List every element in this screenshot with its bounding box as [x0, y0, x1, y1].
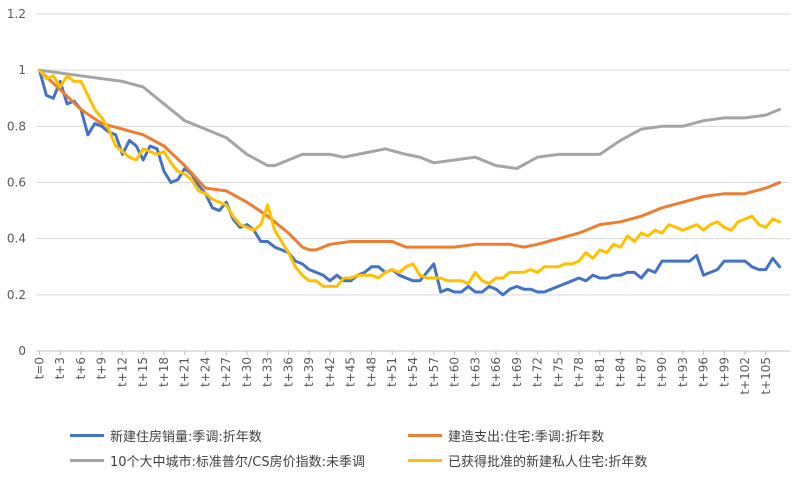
legend-item-series-3: 10个大中城市:标准普尔/CS房价指数:未季调: [70, 451, 365, 470]
x-tick-label: t+15: [136, 357, 150, 387]
legend-swatch-series-1: [70, 434, 104, 437]
y-axis-ticks: 0 0.2 0.4 0.6 0.8 1 1.2: [7, 7, 26, 358]
x-tick-label: t+33: [261, 357, 275, 387]
legend-item-series-1: 新建住房销量:季调:折年数: [70, 426, 262, 445]
legend-label-series-4: 已获得批准的新建私人住宅:折年数: [448, 455, 648, 470]
series-lines: [38, 68, 782, 297]
y-tick-label: 1.2: [7, 7, 26, 21]
legend: 新建住房销量:季调:折年数 建造支出:住宅:季调:折年数 10个大中城市:标准普…: [0, 420, 810, 480]
legend-label-series-2: 建造支出:住宅:季调:折年数: [448, 430, 605, 445]
x-tick-label: t+12: [115, 357, 129, 387]
legend-item-series-4: 已获得批准的新建私人住宅:折年数: [408, 451, 647, 470]
series-line-2: [38, 68, 782, 252]
x-tick-label: t+24: [198, 357, 212, 387]
y-tick-label: 0.8: [7, 119, 26, 133]
x-tick-label: t+21: [178, 357, 192, 387]
legend-swatch-series-3: [70, 459, 104, 462]
y-tick-label: 1: [18, 63, 26, 77]
x-tick-label: t+45: [344, 357, 358, 387]
x-tick-label: t+48: [364, 357, 378, 387]
x-tick-label: t+93: [676, 357, 690, 387]
x-tick-label: t+60: [448, 357, 462, 387]
x-tick-label: t+99: [717, 357, 731, 387]
series-line-1: [38, 68, 782, 297]
x-tick-label: t+81: [593, 357, 607, 387]
x-tick-label: t+96: [697, 357, 711, 387]
x-tick-label: t+69: [510, 357, 524, 387]
y-tick-label: 0.4: [7, 232, 26, 246]
gridlines: [36, 13, 790, 352]
legend-item-series-2: 建造支出:住宅:季调:折年数: [408, 426, 604, 445]
x-tick-label: t+102: [738, 357, 752, 395]
x-tick-label: t+9: [95, 357, 109, 379]
x-tick-label: t+30: [240, 357, 254, 387]
x-tick-label: t+90: [655, 357, 669, 387]
x-tick-label: t+78: [572, 357, 586, 387]
x-tick-label: t+75: [551, 357, 565, 387]
legend-label-series-3: 10个大中城市:标准普尔/CS房价指数:未季调: [110, 455, 366, 470]
legend-swatch-series-2: [408, 434, 442, 437]
y-tick-label: 0: [18, 344, 26, 358]
legend-label-series-1: 新建住房销量:季调:折年数: [110, 430, 262, 445]
x-tick-label: t+3: [53, 357, 67, 379]
series-line-4: [38, 68, 782, 288]
x-tick-label: t+63: [468, 357, 482, 387]
x-tick-label: t+36: [281, 357, 295, 387]
x-tick-label: t+84: [614, 357, 628, 387]
x-tick-label: t+27: [219, 357, 233, 387]
x-tick-label: t+6: [74, 357, 88, 379]
x-tick-label: t+87: [634, 357, 648, 387]
x-tick-label: t=0: [32, 357, 46, 379]
y-tick-label: 0.6: [7, 176, 26, 190]
x-tick-label: t+105: [759, 357, 773, 395]
x-tick-label: t+57: [427, 357, 441, 387]
series-line-3: [38, 68, 782, 170]
x-tick-label: t+42: [323, 357, 337, 387]
line-chart: 0 0.2 0.4 0.6 0.8 1 1.2 t=0 t+3 t+6 t+9 t+12 t+15 t+…: [7, 7, 790, 395]
y-tick-label: 0.2: [7, 288, 26, 302]
legend-swatch-series-4: [408, 459, 442, 462]
x-tick-label: t+18: [157, 357, 171, 387]
x-axis-ticks: t=0 t+3 t+6 t+9 t+12 t+15 t+18 t+21 t+24 t+27 t+30…: [32, 351, 773, 395]
x-tick-label: t+51: [385, 357, 399, 387]
x-tick-label: t+39: [302, 357, 316, 387]
x-tick-label: t+66: [489, 357, 503, 387]
x-tick-label: t+54: [406, 357, 420, 387]
x-tick-label: t+72: [531, 357, 545, 387]
